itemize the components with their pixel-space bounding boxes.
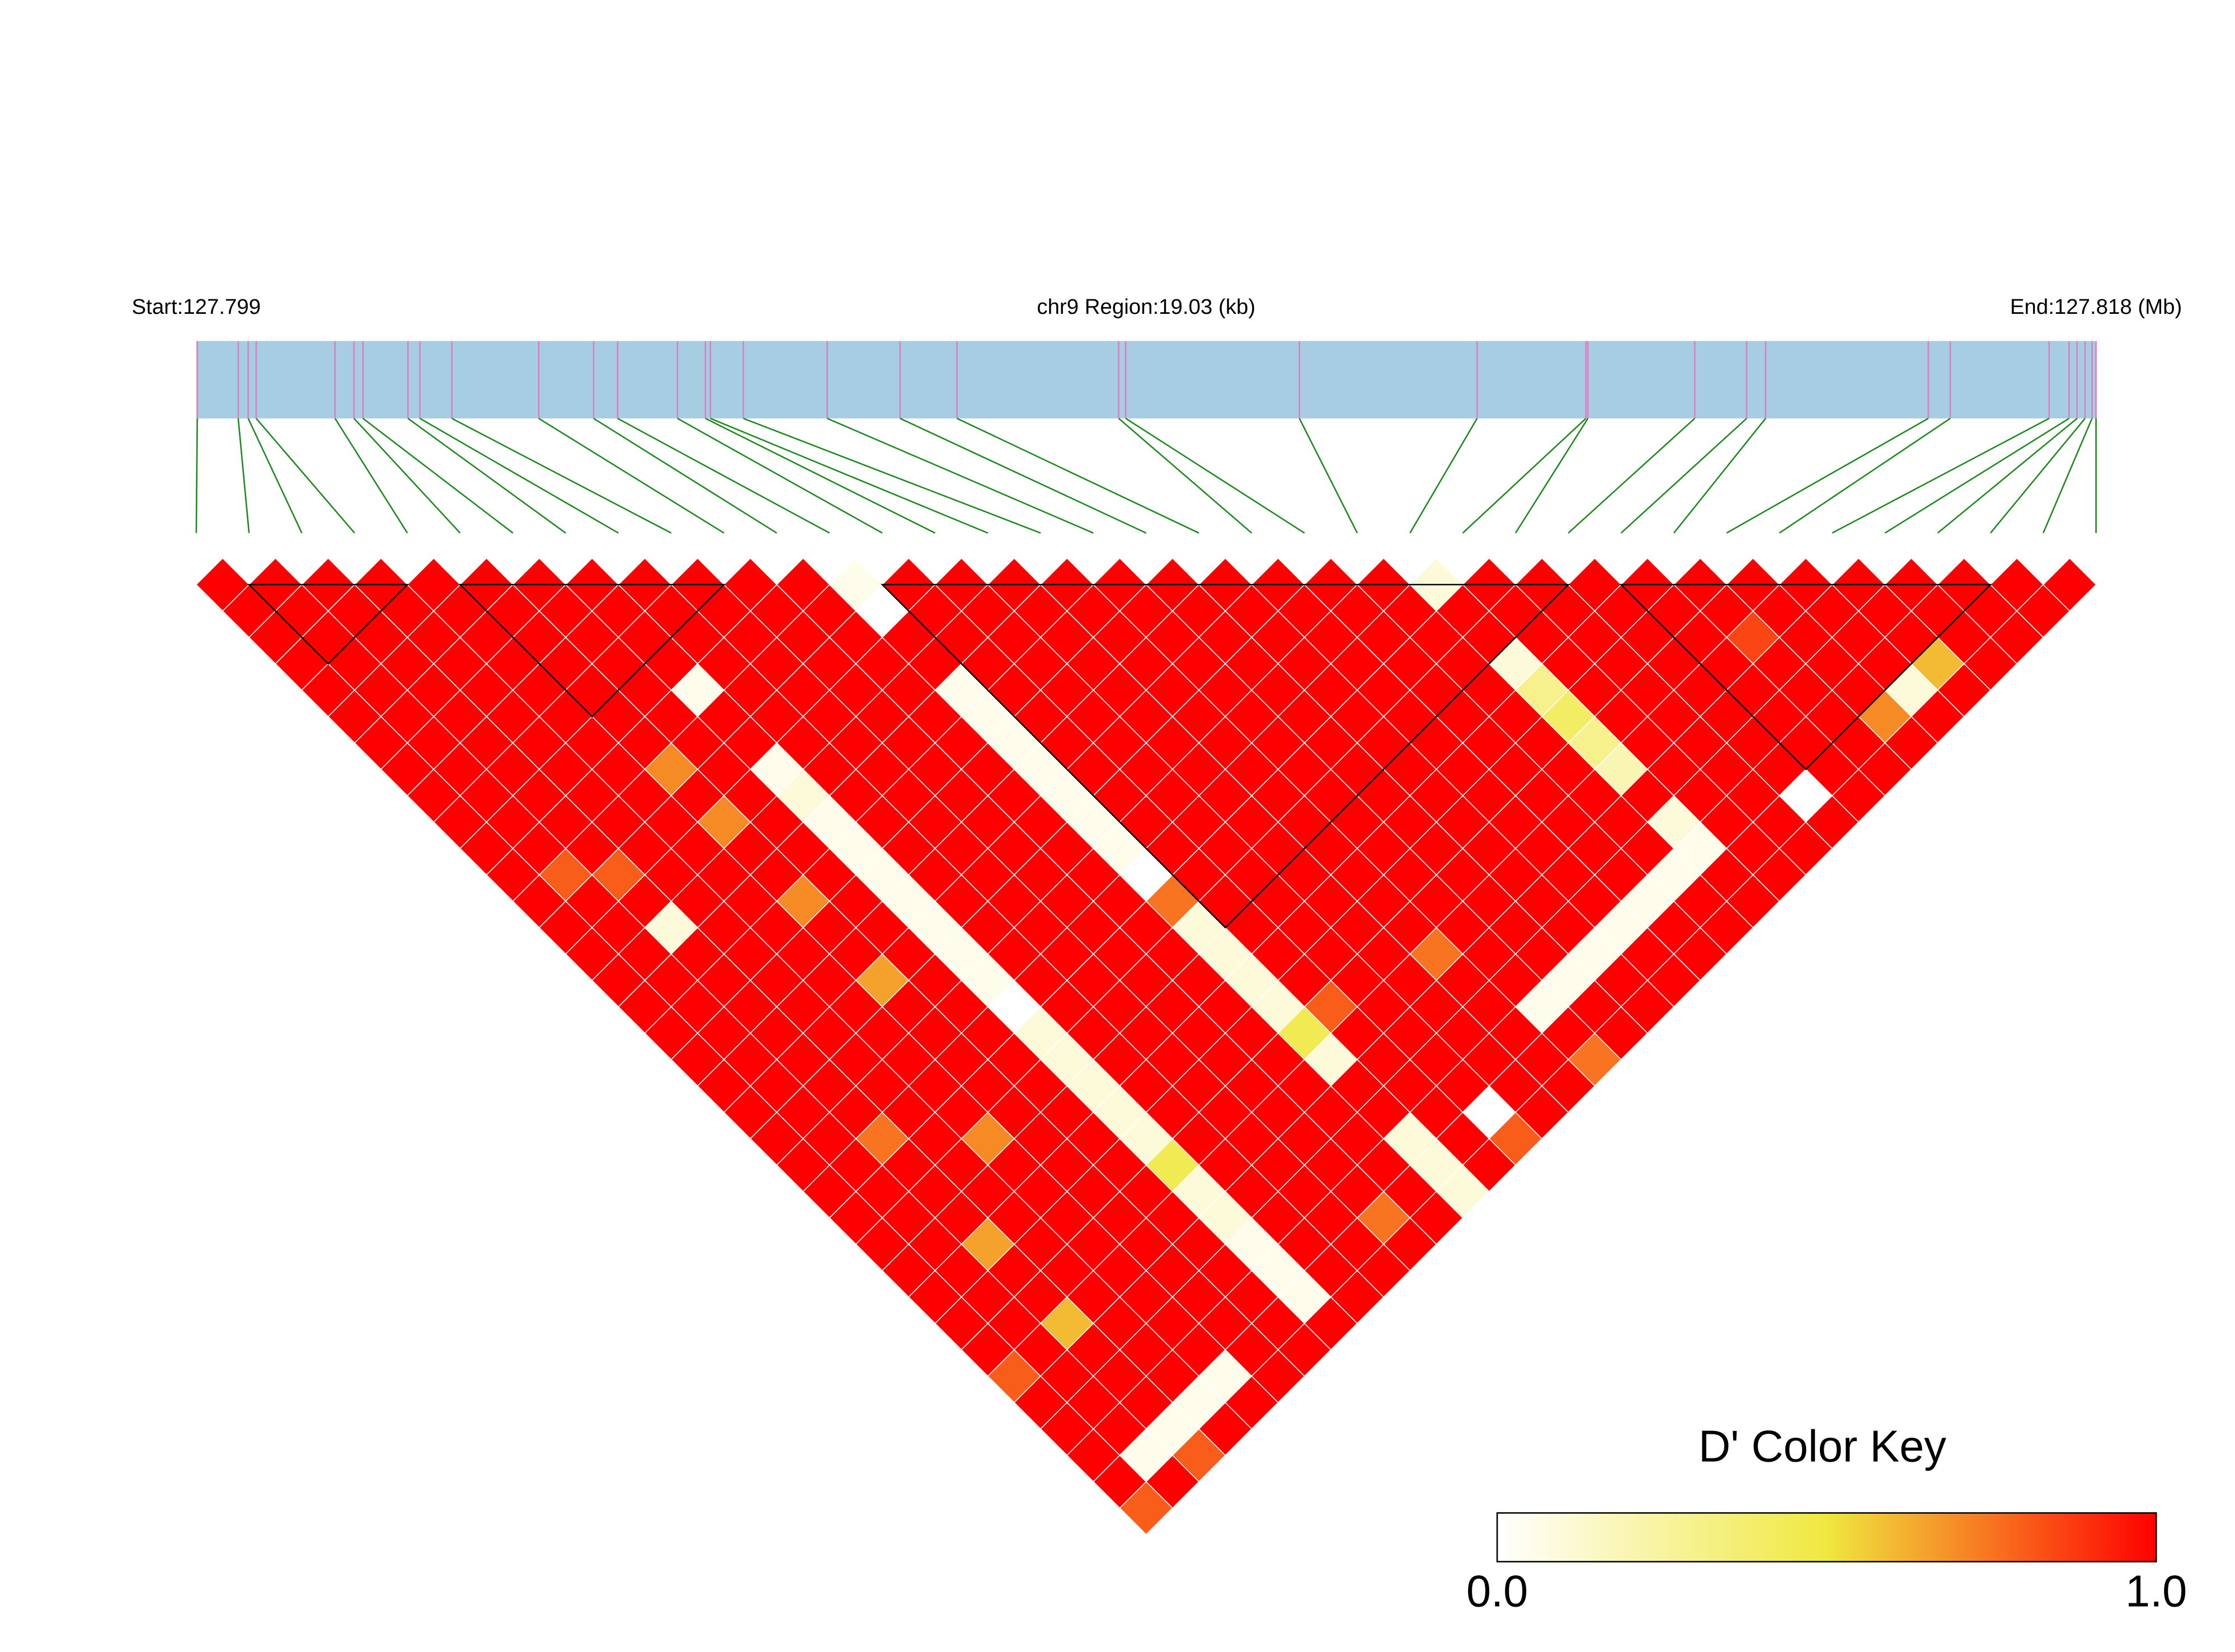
snp-connector — [451, 417, 672, 534]
snp-connector — [593, 417, 778, 534]
snp-connector — [237, 418, 250, 533]
snp-connector — [677, 417, 883, 534]
snp-connector — [419, 417, 619, 534]
snp-connector — [1462, 417, 1587, 534]
snp-connector — [957, 417, 1199, 534]
snp-connector — [1989, 418, 2086, 534]
ld-block — [1619, 583, 1993, 770]
snp-connector — [827, 417, 1094, 534]
color-key — [1496, 1512, 2157, 1562]
snp-connector — [1778, 417, 1951, 534]
snp-connector — [743, 417, 1041, 534]
snp-connector — [1673, 418, 1766, 534]
snp-connector — [195, 418, 198, 533]
snp-connector — [1884, 417, 2070, 534]
ld-cell — [2043, 557, 2097, 612]
end-label: End:127.818 (Mb) — [2010, 295, 2182, 319]
ld-block — [247, 583, 410, 665]
color-key-tick-label: 0.0 — [1466, 1566, 1528, 1616]
snp-connector — [1118, 417, 1253, 534]
snp-connector — [1568, 417, 1696, 534]
snp-connector — [1937, 417, 2078, 534]
ld-block — [880, 583, 1570, 929]
region-label: chr9 Region:19.03 (kb) — [1037, 295, 1255, 319]
snp-connector — [710, 417, 989, 534]
snp-connector — [1298, 418, 1358, 534]
snp-connector — [363, 417, 514, 534]
snp-connector — [1726, 417, 1929, 534]
start-label: Start:127.799 — [132, 295, 261, 319]
snp-connector — [1620, 417, 1747, 534]
snp-connector — [617, 417, 830, 534]
snp-connector — [407, 417, 566, 534]
snp-connector — [334, 418, 408, 534]
snp-connector — [538, 417, 724, 534]
snp-connector — [1514, 418, 1589, 534]
snp-connector — [2043, 418, 2093, 534]
snp-connector — [1125, 417, 1305, 534]
snp-connector — [900, 417, 1147, 534]
snp-connector — [255, 418, 355, 534]
snp-connector — [705, 417, 935, 534]
snp-connector — [1832, 417, 2050, 534]
snp-connector — [247, 418, 303, 534]
gene-track — [196, 341, 2096, 418]
snp-connector — [353, 418, 461, 534]
ld-block — [458, 583, 726, 718]
snp-connector — [1409, 418, 1478, 534]
legend-title: D' Color Key — [1698, 1422, 1946, 1471]
color-key-tick-label: 1.0 — [2125, 1566, 2187, 1616]
